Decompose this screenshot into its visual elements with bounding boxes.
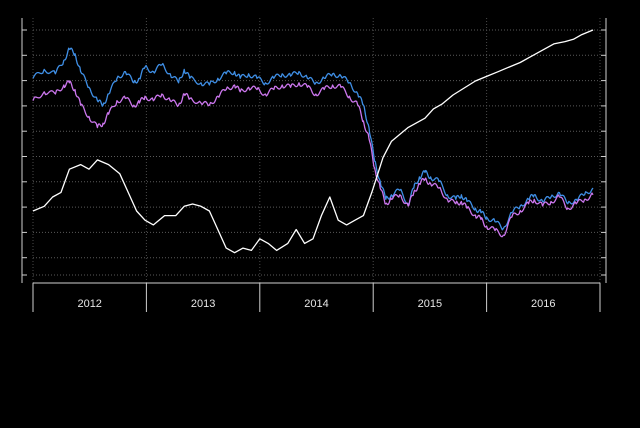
series-line-1 (32, 47, 594, 231)
axes (21, 18, 607, 312)
x-tick-label: 2015 (418, 298, 442, 310)
year-dividers (32, 18, 601, 283)
series-line-3 (32, 29, 594, 254)
gridlines (33, 29, 600, 276)
x-tick-label: 2014 (304, 298, 328, 310)
x-tick-labels: 2012 2013 2014 2015 2016 (77, 298, 555, 310)
x-tick-label: 2012 (77, 298, 101, 310)
series-line-2 (32, 80, 594, 238)
x-tick-label: 2016 (531, 298, 555, 310)
x-tick-label: 2013 (191, 298, 215, 310)
series-lines (32, 29, 594, 254)
